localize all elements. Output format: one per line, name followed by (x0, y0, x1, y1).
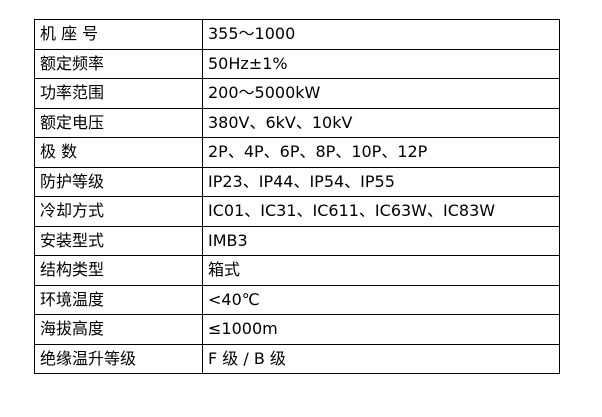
row-label: 结构类型 (34, 255, 203, 286)
row-label: 安装型式 (34, 225, 203, 256)
row-value: 50Hz±1% (202, 48, 560, 79)
table-row: 安装型式 IMB3 (34, 225, 560, 256)
row-value: ≤1000m (202, 314, 560, 345)
row-label: 额定电压 (34, 107, 203, 138)
row-label: 环境温度 (34, 284, 203, 315)
row-label: 极 数 (34, 137, 203, 168)
table-row: 结构类型 箱式 (34, 255, 560, 286)
table-row: 冷却方式 IC01、IC31、IC611、IC63W、IC83W (34, 196, 560, 227)
row-label: 海拔高度 (34, 314, 203, 345)
row-value: IMB3 (202, 225, 560, 256)
row-label: 机 座 号 (34, 19, 203, 50)
row-value: 200～5000kW (202, 78, 560, 109)
row-value: IC01、IC31、IC611、IC63W、IC83W (202, 196, 560, 227)
spec-table: 机 座 号 355～1000 额定频率 50Hz±1% 功率范围 200～5000kW 额定… (34, 19, 560, 374)
table-row: 海拔高度 ≤1000m (34, 314, 560, 345)
table-row: 极 数 2P、4P、6P、8P、10P、12P (34, 137, 560, 168)
row-label: 防护等级 (34, 166, 203, 197)
row-value: <40℃ (202, 284, 560, 315)
table-row: 额定电压 380V、6kV、10kV (34, 107, 560, 138)
row-label: 冷却方式 (34, 196, 203, 227)
row-value: 箱式 (202, 255, 560, 286)
table-row: 机 座 号 355～1000 (34, 19, 560, 50)
row-value: 380V、6kV、10kV (202, 107, 560, 138)
table-row: 绝缘温升等级 F 级 / B 级 (34, 343, 560, 374)
row-value: 355～1000 (202, 19, 560, 50)
row-label: 绝缘温升等级 (34, 343, 203, 374)
row-value: 2P、4P、6P、8P、10P、12P (202, 137, 560, 168)
table-row: 防护等级 IP23、IP44、IP54、IP55 (34, 166, 560, 197)
row-label: 额定频率 (34, 48, 203, 79)
row-value: IP23、IP44、IP54、IP55 (202, 166, 560, 197)
row-value: F 级 / B 级 (202, 343, 560, 374)
table-row: 功率范围 200～5000kW (34, 78, 560, 109)
table-row: 环境温度 <40℃ (34, 284, 560, 315)
table-row: 额定频率 50Hz±1% (34, 48, 560, 79)
row-label: 功率范围 (34, 78, 203, 109)
